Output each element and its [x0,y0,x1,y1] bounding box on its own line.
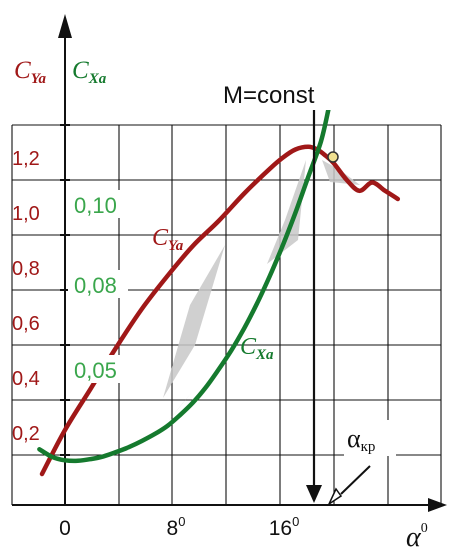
cx-tick-bg [68,355,128,383]
x-tick-label-degree: 0 [178,514,185,529]
x-tick-label-value: 0 [59,517,71,540]
cy-tick-label-text: 0,4 [12,368,40,390]
y-axis-arrow [58,14,72,38]
cx-tick-bg [68,270,128,298]
alpha-critical-label: αкр [347,424,375,455]
x-label-bg [404,512,444,550]
cy-tick-label-text: 1,2 [12,148,40,170]
x-tick-label: 0 [59,517,71,540]
y-right-axis-title-base: C [72,57,89,84]
cy-tick-label-text: 0,6 [12,313,40,335]
x-tick-label: 160 [269,514,300,540]
cy-tick-label: 1,0 [12,203,40,225]
cx-tick-bg [68,190,128,218]
mconst-arrow-head [306,485,322,503]
x-tick-label: 80 [167,514,186,540]
mconst-label-bg [220,80,348,110]
alpha-critical-label-base: α [347,424,361,453]
x-tick-label-value: 8 [167,517,179,540]
x-axis-title-sup: 0 [421,521,428,536]
cx-tick-label: 0,08 [74,273,117,298]
cy-tick-label-text: 0,2 [12,423,40,445]
x-tick-label-value: 16 [269,517,292,540]
cy-tick-label-text: 0,8 [12,258,40,280]
alpha-critical-pointer [340,465,371,495]
cy-tick-label: 0,8 [12,258,40,280]
shaded-region [163,245,225,398]
cx-series-label-sub: Xa [255,347,274,363]
shaded-region [267,160,306,264]
alpha-critical-arrow-head [327,487,343,507]
alpha-critical-label-bg [344,420,396,456]
series-lines [37,105,401,477]
y-right-axis-title: CXa [72,57,107,87]
cx-tick-label: 0,05 [74,358,117,383]
cy-tick-label: 1,2 [12,148,40,170]
x-tick-label-degree: 0 [292,514,299,529]
cy-tick-label-text: 1,0 [12,203,40,225]
cx-tick-label-text: 0,08 [74,273,117,298]
cy-series-label-sub: Ya [168,238,184,254]
y-left-axis-title: CYa [14,57,46,87]
intersection-marker [327,151,339,163]
y-left-axis-title-sub: Ya [31,71,47,87]
cy-tick-label: 0,2 [12,423,40,445]
cx-tick-label-text: 0,10 [74,193,117,218]
cy-series-label-base: C [152,225,169,251]
cy-series-label: CYa [152,225,184,254]
cx-tick-label: 0,10 [74,193,117,218]
cx-tick-label-text: 0,05 [74,358,117,383]
mconst-label: M=const [223,82,315,109]
cy-tick-label: 0,6 [12,313,40,335]
x-axis-title-base: α [406,522,422,553]
shade-regions [148,160,360,446]
cy-curve [39,144,401,477]
mconst-label-text: M=const [223,82,315,109]
annotations [306,105,371,507]
cx-series-label-base: C [240,334,257,360]
x-axis-title: α0 [406,521,428,553]
cy-tick-label: 0,4 [12,368,40,390]
cx-curve [37,105,331,464]
y-right-axis-title-sub: Xa [88,71,107,87]
x-axis-arrow [428,498,447,512]
y-left-axis-title-base: C [14,57,31,84]
alpha-critical-label-sub: кр [361,439,376,455]
cx-series-label: CXa [240,334,274,363]
